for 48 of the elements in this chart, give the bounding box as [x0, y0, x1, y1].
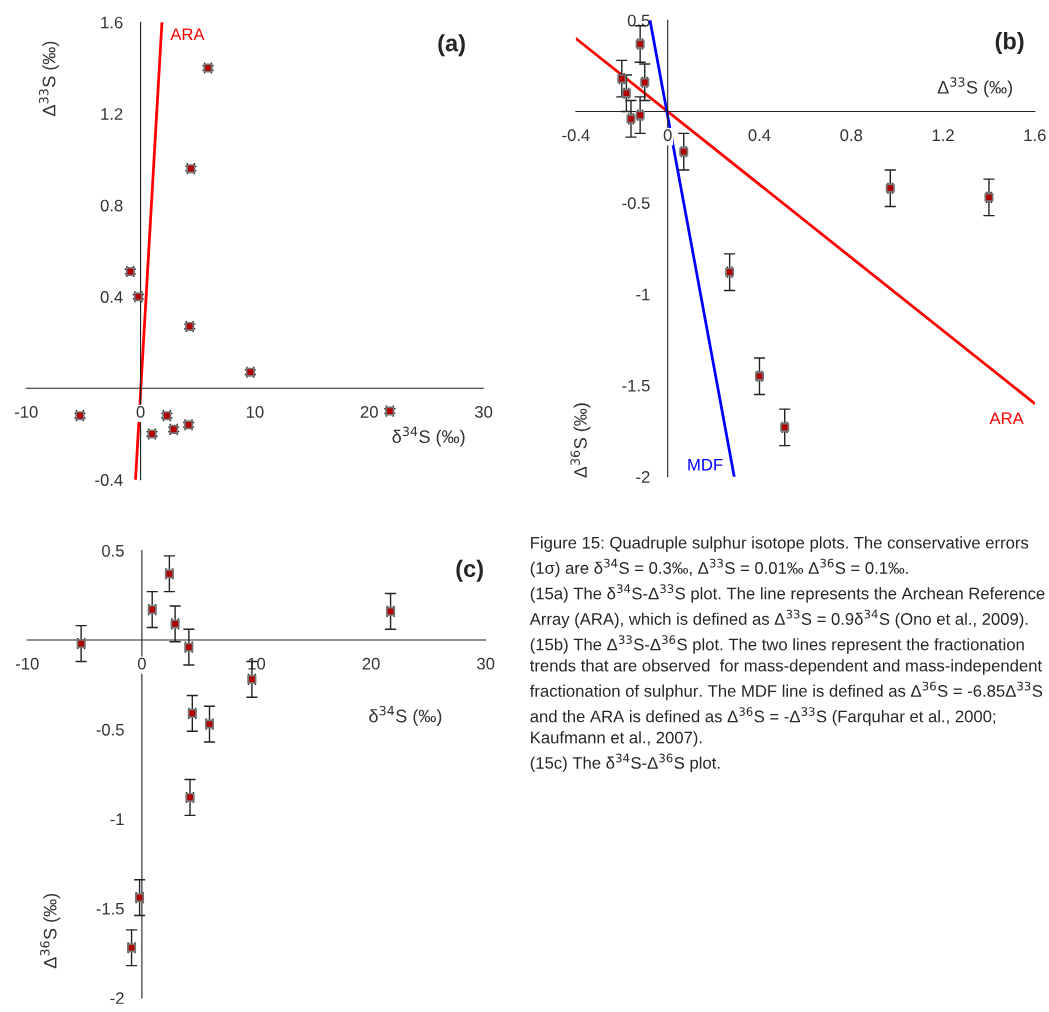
y-axis-title: Δ$^{36}$S (‰) [570, 403, 591, 478]
x-tick-label: -0.4 [562, 129, 590, 142]
x-tick-label: -10 [15, 657, 39, 670]
y-tick-label: -0.5 [96, 723, 124, 736]
point [184, 642, 194, 652]
series-label: MDF [688, 458, 723, 471]
chart-title: (b) [995, 32, 1024, 55]
y-axis-title: Δ$^{36}$S (‰) [40, 893, 61, 969]
x-tick-label: 0.4 [748, 129, 771, 142]
x-tick-label: 10 [246, 406, 264, 418]
y-tick-label: -2 [110, 992, 124, 1004]
x-tick-label: 20 [360, 406, 378, 418]
y-tick-label: -1 [110, 813, 124, 825]
y-tick-label: -1 [636, 288, 650, 301]
y-tick-label: 1.6 [101, 16, 123, 29]
x-tick-label: 30 [474, 406, 493, 418]
x-tick-label: 1.6 [1024, 129, 1046, 142]
text: (15c) The δ$^{34}$S-Δ$^{36}$S plot. [530, 753, 720, 773]
x-tick-label: 0 [137, 657, 146, 670]
series-label: ARA [989, 412, 1024, 425]
y-tick-label: 0.5 [102, 544, 124, 557]
x-axis-title: Δ$^{33}$S (‰) [937, 77, 1012, 98]
x-tick-label: 30 [477, 657, 495, 670]
y-tick-label: 0.4 [100, 291, 123, 303]
y-tick-label: -0.5 [622, 197, 650, 210]
y-tick-label: 1.2 [101, 108, 123, 120]
caption: Figure 15: Quadruple sulphur isotope plots. The conservative errors (1σ) are δ$^{34}$S = 0.3‰, Δ$^{33}$S = 0.01‰ Δ$^{36}$S = 0.1‰. [530, 536, 1029, 578]
chart-title: (c) [456, 559, 483, 582]
y-tick-label: -0.4 [95, 474, 123, 486]
x-tick-label: 0 [663, 129, 672, 142]
y-tick-label: -2 [636, 471, 650, 483]
x-tick-label: 1.2 [932, 129, 954, 141]
x-tick-label: 20 [362, 657, 380, 670]
x-axis-title: δ$^{34}$S (‰) [392, 426, 465, 447]
point [76, 639, 86, 649]
text: (15a) The δ$^{34}$S-Δ$^{33}$S plot. The line represents the Archean Reference Array (ARA), which is defined as Δ$^{33}$S = 0.9δ$^{34}$S (Ono et al., 2009). [529, 584, 1045, 629]
chart-title: (a) [438, 34, 465, 57]
x-tick-label: 0.8 [840, 129, 863, 142]
text: (15b) The Δ$^{33}$S-Δ$^{36}$S plot. The two lines represent the fractionation trends that are observed for mass-dependent and mass-independent fractionation of sulphur. The MDF line is defined as Δ$^{36}$S = -6.85Δ$^{33}$S and the ARA is defined as Δ$^{36}$S = -Δ$^{33}$S (Farquhar et al., 2000; Kaufmann et al., 2007). [529, 635, 1043, 747]
x-axis-title: δ$^{34}$S (‰) [369, 705, 442, 726]
series-label: ARA [170, 28, 205, 40]
y-tick-label: 0.8 [100, 199, 123, 212]
y-axis-title: Δ$^{33}$S (‰) [38, 41, 60, 117]
x-tick-label: -10 [14, 406, 38, 418]
point [635, 110, 645, 120]
x-tick-label: 0 [136, 406, 145, 418]
y-tick-label: -1.5 [622, 379, 650, 392]
y-tick-label: -1.5 [96, 902, 124, 915]
